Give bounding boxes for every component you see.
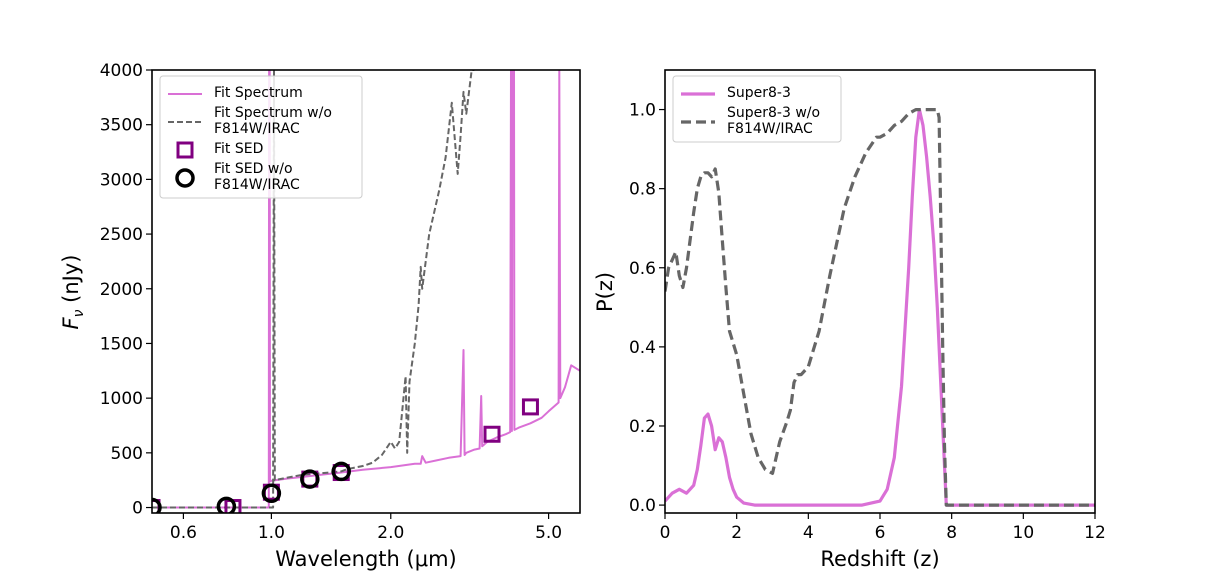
right-y-tick-label: 0.0 (629, 496, 656, 516)
left-y-tick-label: 1500 (100, 334, 143, 354)
right-x-axis-title: Redshift (z) (820, 547, 939, 571)
left-plot-area (152, 70, 580, 513)
left-legend-label-2: Fit SED (214, 141, 263, 157)
right-y-tick-label: 0.6 (629, 259, 656, 279)
marker-fit-sed (483, 425, 501, 443)
series-super8-3-w-o-f814w-irac (665, 107, 1095, 507)
right-x-tick-label: 4 (803, 523, 814, 543)
left-y-tick-label: 0 (132, 499, 143, 519)
left-legend-label-1: Fit Spectrum w/o F814W/IRAC (214, 105, 332, 137)
right-x-tick-label: 2 (731, 523, 742, 543)
right-x-tick-label: 0 (660, 523, 671, 543)
left-y-tick-label: 3500 (100, 116, 143, 136)
right-y-tick-label: 0.4 (629, 338, 656, 358)
right-x-tick-label: 6 (875, 523, 886, 543)
marker-fit-sed-w-o-f814w-irac (261, 483, 282, 504)
right-y-tick-label: 1.0 (629, 101, 656, 121)
left-y-tick-label: 3000 (100, 170, 143, 190)
left-x-tick-label: 1.0 (258, 523, 285, 543)
left-legend-handle-3 (175, 168, 195, 188)
left-x-tick-label: 2.0 (377, 523, 404, 543)
left-legend: Fit Spectrum Fit Spectrum w/o F814W/IRAC Fi… (159, 75, 363, 199)
right-axis-ticks: 0 2 4 6 8 10 12 0.0 0.2 0.4 0.6 0.8 1.0 (629, 101, 1106, 543)
right-x-tick-label: 8 (946, 523, 957, 543)
left-y-tick-label: 500 (111, 444, 143, 464)
right-legend-label-1: Super8-3 w/o F814W/IRAC (727, 105, 820, 137)
right-plot-area (665, 107, 1095, 507)
right-legend: Super8-3 Super8-3 w/o F814W/IRAC (672, 75, 842, 143)
right-y-tick-label: 0.8 (629, 180, 656, 200)
marker-fit-sed (521, 398, 539, 416)
left-x-tick-label: 0.6 (170, 523, 197, 543)
marker-fit-sed-w-o-f814w-irac (152, 497, 162, 513)
left-y-tick-label: 1000 (100, 389, 143, 409)
sed-panel: 0.6 1.0 2.0 5.0 0 500 1000 1500 2000 2500 3000 3500… (59, 61, 581, 571)
marker-fit-sed-w-o-f814w-irac (216, 496, 237, 513)
series-fit-spectrum-w-o-f814w-irac (152, 70, 475, 509)
right-x-tick-label: 10 (1013, 523, 1035, 543)
pz-panel: 0 2 4 6 8 10 12 0.0 0.2 0.4 0.6 0.8 1.0 Redshift (z)… (593, 69, 1106, 571)
left-x-tick-label: 5.0 (535, 523, 562, 543)
right-axes-frame (664, 69, 1096, 514)
right-y-axis-title: P(z) (593, 272, 617, 312)
left-y-tick-label: 2500 (100, 225, 143, 245)
right-y-tick-label: 0.2 (629, 417, 656, 437)
left-axes-frame (151, 69, 581, 514)
right-x-tick-label: 12 (1084, 523, 1106, 543)
left-legend-label-3: Fit SED w/o F814W/IRAC (214, 161, 300, 193)
series-super8-3 (665, 107, 1095, 507)
left-legend-label-0: Fit Spectrum (214, 85, 303, 101)
left-legend-frame (159, 75, 363, 199)
marker-fit-sed-w-o-f814w-irac (331, 461, 351, 482)
right-legend-label-0: Super8-3 (727, 85, 791, 101)
left-y-tick-label: 2000 (100, 280, 143, 300)
left-legend-handle-2 (176, 141, 194, 159)
left-axis-ticks: 0.6 1.0 2.0 5.0 0 500 1000 1500 2000 2500 3000 3500… (100, 61, 562, 543)
left-y-axis-title: Fν (nJy) (59, 255, 87, 330)
left-x-axis-title: Wavelength (μm) (275, 547, 456, 571)
marker-fit-sed-w-o-f814w-irac (300, 469, 320, 489)
left-y-tick-label: 4000 (100, 61, 143, 81)
